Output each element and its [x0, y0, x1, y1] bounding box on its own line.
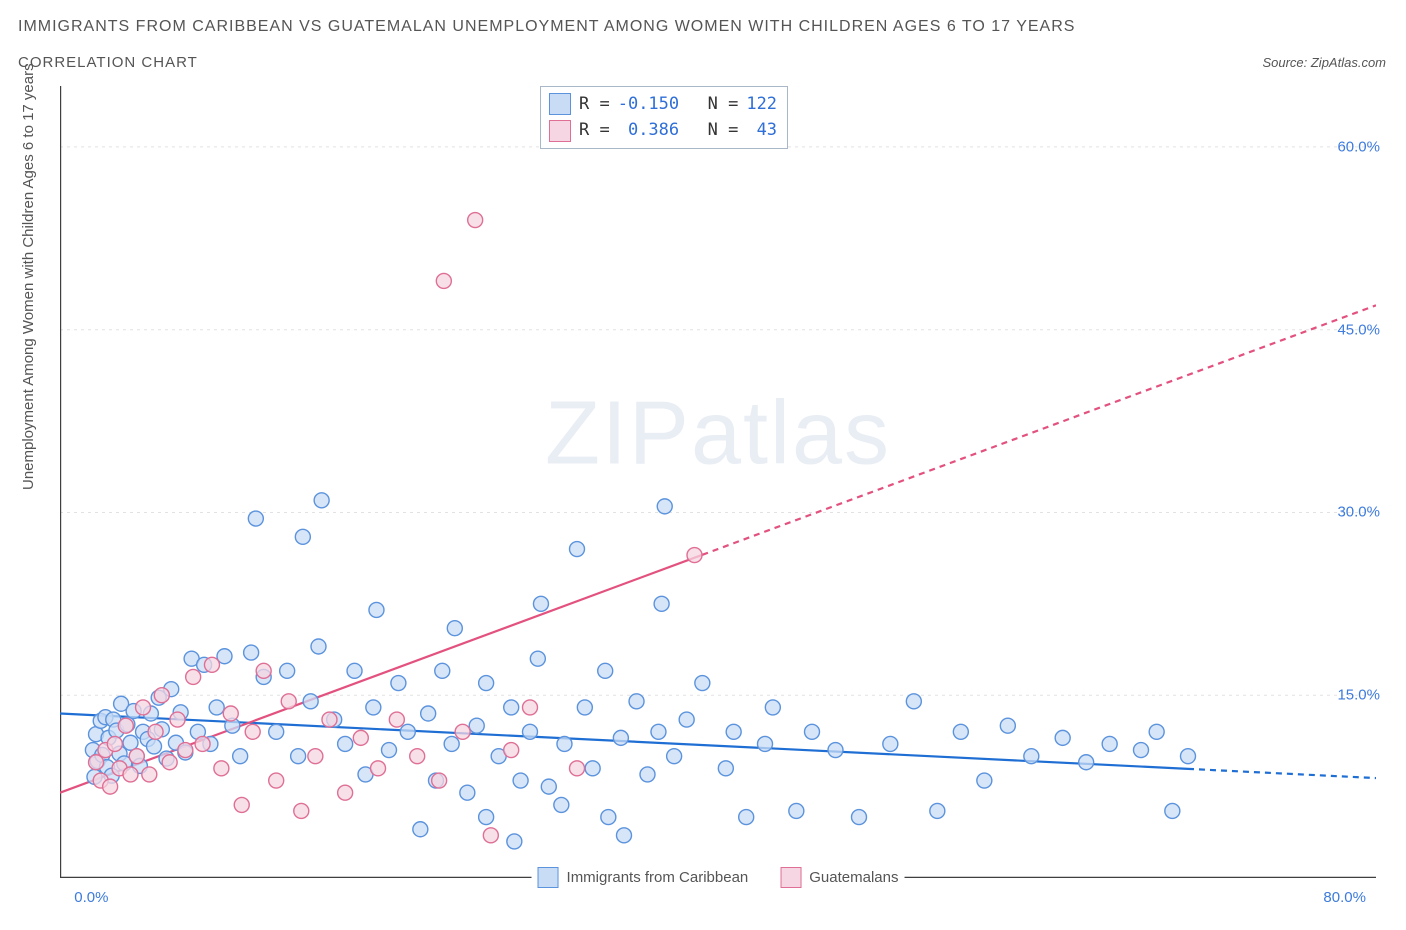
- y-tick: 45.0%: [1337, 321, 1380, 338]
- x-tick: 80.0%: [1323, 889, 1366, 906]
- scatter-chart: [60, 86, 1376, 878]
- legend-correlation-row: R = 0.386 N = 43: [549, 117, 777, 143]
- chart-title-line1: IMMIGRANTS FROM CARIBBEAN VS GUATEMALAN …: [18, 18, 1388, 36]
- legend-series-item: Guatemalans: [780, 867, 898, 888]
- y-tick: 15.0%: [1337, 687, 1380, 704]
- chart-title-line2: CORRELATION CHART: [18, 54, 1388, 71]
- x-tick: 0.0%: [74, 889, 108, 906]
- legend-series-item: Immigrants from Caribbean: [538, 867, 749, 888]
- y-tick: 30.0%: [1337, 504, 1380, 521]
- y-tick: 60.0%: [1337, 138, 1380, 155]
- chart-header: IMMIGRANTS FROM CARIBBEAN VS GUATEMALAN …: [0, 0, 1406, 75]
- source-credit: Source: ZipAtlas.com: [1262, 55, 1386, 70]
- legend-correlation-row: R = -0.150 N = 122: [549, 91, 777, 117]
- chart-area: ZIPatlas R = -0.150 N = 122R = 0.386 N =…: [60, 86, 1376, 878]
- legend-series: Immigrants from Caribbean Guatemalans: [532, 867, 905, 888]
- legend-correlation: R = -0.150 N = 122R = 0.386 N = 43: [540, 86, 788, 149]
- y-axis-label: Unemployment Among Women with Children A…: [20, 63, 37, 490]
